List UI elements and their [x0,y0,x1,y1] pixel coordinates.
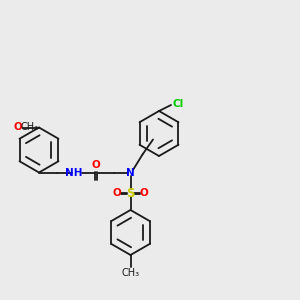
Text: O: O [14,122,22,133]
Text: O: O [112,188,122,199]
Text: NH: NH [65,167,82,178]
Text: Cl: Cl [172,99,184,110]
Text: N: N [126,167,135,178]
Text: S: S [126,187,135,200]
Text: CH₃: CH₃ [20,122,38,133]
Text: O: O [92,160,100,170]
Text: O: O [140,188,148,199]
Text: CH₃: CH₃ [122,268,140,278]
